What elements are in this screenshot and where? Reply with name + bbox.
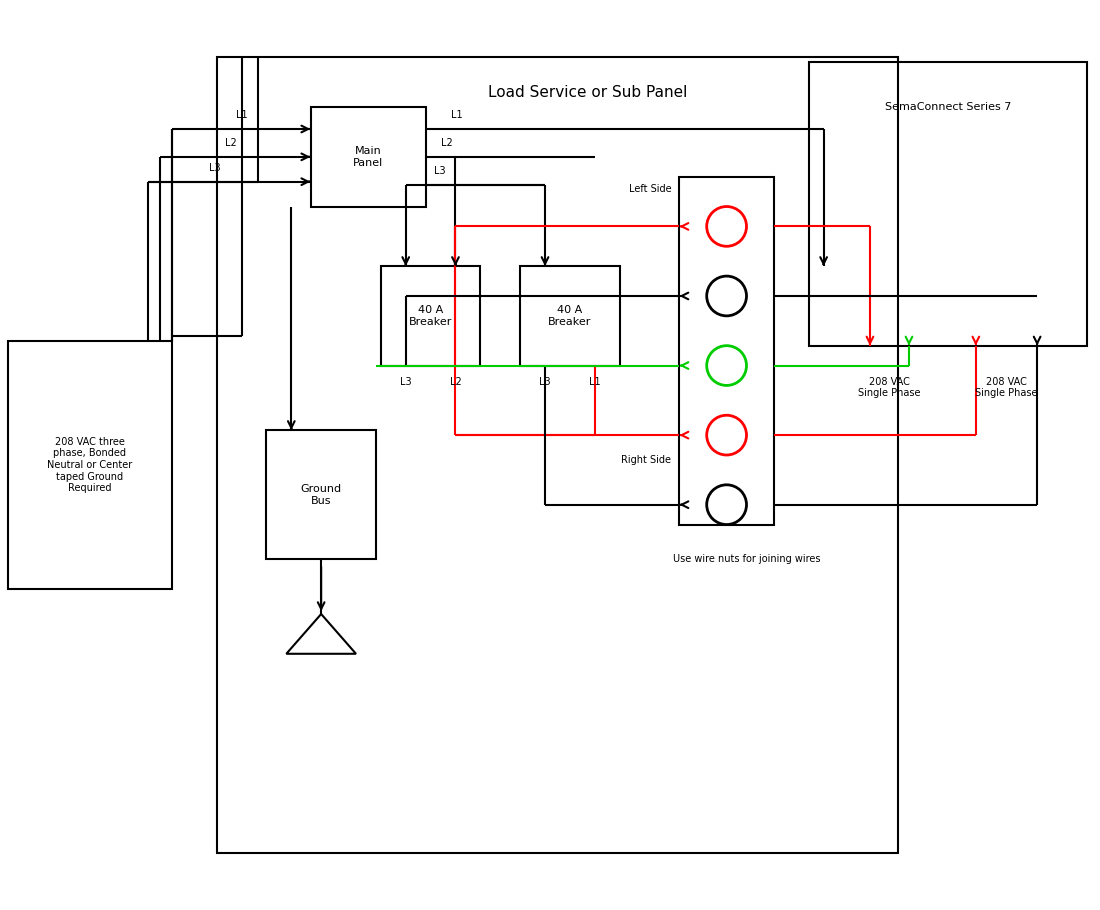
Text: L2: L2 bbox=[441, 138, 452, 148]
Text: L3: L3 bbox=[539, 378, 551, 388]
Bar bbox=[266, 430, 376, 560]
Text: L2: L2 bbox=[450, 378, 461, 388]
Text: L2: L2 bbox=[224, 138, 236, 148]
Text: 208 VAC three
phase, Bonded
Neutral or Center
taped Ground
Required: 208 VAC three phase, Bonded Neutral or C… bbox=[47, 437, 132, 493]
Text: L3: L3 bbox=[209, 163, 220, 173]
Bar bbox=[680, 177, 774, 524]
Text: Main
Panel: Main Panel bbox=[353, 146, 384, 167]
Text: Load Service or Sub Panel: Load Service or Sub Panel bbox=[487, 85, 688, 100]
Text: Use wire nuts for joining wires: Use wire nuts for joining wires bbox=[673, 554, 821, 564]
Text: 208 VAC
Single Phase: 208 VAC Single Phase bbox=[976, 377, 1037, 399]
Bar bbox=[520, 266, 619, 366]
Text: 40 A
Breaker: 40 A Breaker bbox=[548, 305, 592, 327]
Bar bbox=[8, 340, 172, 589]
Text: L3: L3 bbox=[400, 378, 411, 388]
Text: 208 VAC
Single Phase: 208 VAC Single Phase bbox=[858, 377, 921, 399]
Text: L1: L1 bbox=[588, 378, 601, 388]
Text: 40 A
Breaker: 40 A Breaker bbox=[409, 305, 452, 327]
Bar bbox=[381, 266, 481, 366]
Text: L1: L1 bbox=[235, 110, 248, 120]
Text: SemaConnect Series 7: SemaConnect Series 7 bbox=[884, 102, 1011, 112]
Bar bbox=[217, 57, 899, 853]
Text: Left Side: Left Side bbox=[629, 184, 671, 194]
Text: L3: L3 bbox=[433, 166, 446, 176]
Text: Right Side: Right Side bbox=[621, 455, 671, 465]
Bar bbox=[808, 63, 1087, 346]
Text: L1: L1 bbox=[451, 110, 462, 120]
Text: Ground
Bus: Ground Bus bbox=[300, 484, 342, 506]
Bar bbox=[311, 107, 426, 207]
